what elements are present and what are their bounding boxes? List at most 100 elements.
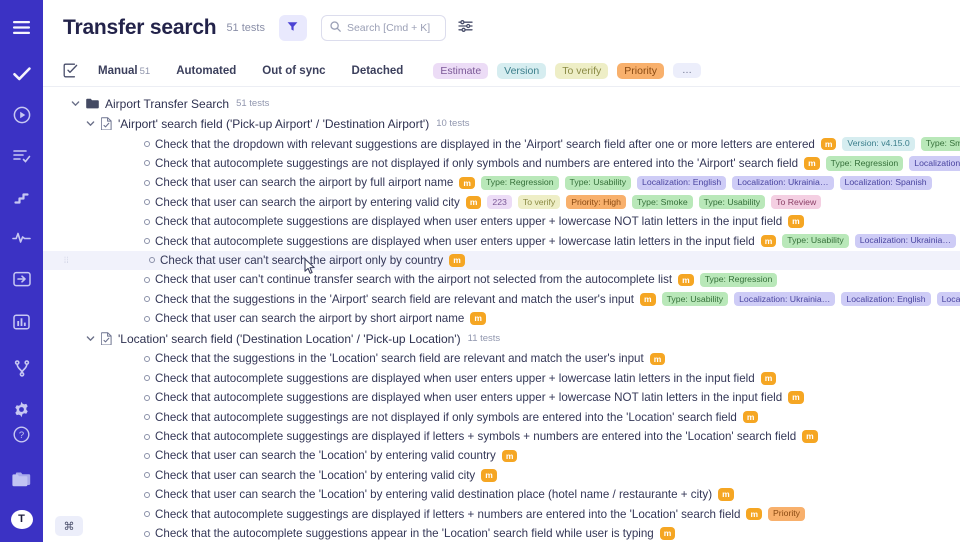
test-case-row[interactable]: Check that the suggestions in the 'Airpo… [43, 290, 960, 309]
main-area: Transfer search 51 tests Search [Cmd + K… [43, 0, 960, 542]
test-case-row[interactable]: Check that autocomplete suggestings are … [43, 504, 960, 523]
tag-badge: Priority: High [566, 195, 626, 210]
status-bullet [144, 296, 150, 303]
manual-badge: m [746, 507, 762, 521]
check-icon[interactable] [8, 62, 36, 87]
test-tree: Airport Transfer Search 51 tests 'Airport'… [43, 87, 960, 542]
test-case-row[interactable]: Check that autocomplete suggestings are … [43, 407, 960, 426]
tag-badge: Type: Usability [564, 175, 632, 191]
chip-estimate[interactable]: Estimate [433, 62, 489, 79]
play-circle-icon[interactable] [8, 103, 36, 128]
search-input[interactable]: Search [Cmd + K] [320, 14, 446, 41]
manual-badge: m [459, 176, 475, 190]
manual-badge: m [742, 410, 759, 424]
status-bullet [144, 276, 150, 283]
status-bullet [144, 530, 150, 537]
status-bullet [144, 472, 150, 479]
test-case-row[interactable]: Check that user can search the airport b… [43, 193, 960, 212]
tree-section-label: 'Location' search field ('Destination Lo… [118, 331, 461, 346]
tag-badge: Type: Smoke [920, 136, 960, 152]
test-case-row[interactable]: Check that the dropdown with relevant su… [43, 134, 960, 153]
top-bar: Transfer search 51 tests Search [Cmd + K… [43, 0, 960, 55]
tree-root-row[interactable]: Airport Transfer Search 51 tests [43, 94, 960, 113]
tag-badge: Type: Regression [699, 272, 778, 287]
manual-badge: m [481, 469, 497, 482]
test-case-row[interactable]: Check that user can search the airport b… [43, 309, 960, 328]
chevron-down-icon[interactable] [85, 118, 96, 129]
folder-icon[interactable] [8, 467, 36, 492]
tag-badge: Localization: English [637, 175, 727, 191]
chip-to-verify[interactable]: To verify [555, 62, 609, 79]
tag-badge: To verify [517, 195, 561, 210]
branch-icon[interactable] [8, 356, 36, 381]
tree-section-count: 11 tests [467, 333, 501, 345]
test-case-row[interactable]: Check that autocomplete suggestions are … [43, 388, 960, 407]
cmd-key-hint[interactable]: ⌘ [55, 516, 83, 536]
tab-automated[interactable]: Automated [176, 65, 236, 77]
test-case-row[interactable]: Check that user can search the airport b… [43, 173, 960, 192]
test-case-row[interactable]: Check that autocomplete suggestions are … [43, 369, 960, 388]
test-case-row[interactable]: Check that user can search the 'Location… [43, 466, 960, 485]
chevron-down-icon[interactable] [70, 98, 81, 109]
gear-icon[interactable] [8, 397, 36, 422]
manual-badge: m [788, 391, 804, 405]
tab-detached[interactable]: Detached [352, 65, 404, 77]
tab-detached-label: Detached [351, 64, 404, 77]
test-case-row[interactable]: ⦙⦙ Check that user can't search the airpo… [43, 250, 960, 271]
filter-button[interactable] [278, 14, 307, 41]
tree-root-count: 51 tests [236, 98, 270, 110]
file-check-icon [101, 332, 112, 346]
status-bullet [149, 257, 155, 264]
test-case-row[interactable]: Check that user can search the 'Location… [43, 485, 960, 504]
manual-badge: m [640, 292, 656, 306]
chevron-down-icon[interactable] [85, 333, 96, 344]
test-case-row[interactable]: Check that the autocomplete suggestions … [43, 524, 960, 542]
view-settings-button[interactable] [458, 19, 473, 36]
list-check-icon[interactable] [63, 63, 78, 78]
drag-handle-icon[interactable]: ⦙⦙ [64, 254, 70, 265]
test-case-row[interactable]: Check that the suggestions in the 'Locat… [43, 349, 960, 368]
test-case-label: Check that the suggestions in the 'Airpo… [155, 292, 635, 306]
tab-out-of-sync[interactable]: Out of sync [262, 65, 325, 77]
chip-version[interactable]: Version [497, 62, 547, 79]
test-case-label: Check that the dropdown with relevant su… [155, 137, 815, 151]
tag-badge: Type: Regression [480, 175, 559, 191]
plan-list-icon[interactable] [8, 144, 36, 169]
tag-badge: Type: Usability [782, 233, 849, 249]
menu-icon[interactable] [8, 15, 36, 40]
chip-priority[interactable]: Priority [617, 62, 664, 79]
test-case-row[interactable]: Check that autocomplete suggestions are … [43, 212, 960, 231]
test-case-label: Check that autocomplete suggestions are … [155, 234, 755, 248]
avatar[interactable]: T [10, 509, 33, 530]
tree-section-row[interactable]: 'Location' search field ('Destination Lo… [43, 328, 960, 349]
test-case-label: Check that user can search the airport b… [155, 195, 460, 209]
tag-badge: Localization: English [841, 292, 931, 307]
test-case-row[interactable]: Check that user can search the 'Location… [43, 446, 960, 465]
steps-icon[interactable] [8, 185, 36, 210]
test-case-label: Check that autocomplete suggestings are … [155, 507, 741, 521]
manual-badge: m [449, 254, 465, 267]
import-icon[interactable] [8, 266, 36, 291]
test-case-row[interactable]: Check that autocomplete suggestings are … [43, 154, 960, 173]
chart-icon[interactable] [8, 309, 36, 334]
status-bullet [144, 511, 150, 518]
left-rail: ? T [0, 0, 43, 542]
tree-section-label: 'Airport' search field ('Pick-up Airport… [118, 116, 430, 131]
test-case-label: Check that autocomplete suggestings are … [155, 410, 737, 424]
tree-section-row[interactable]: 'Airport' search field ('Pick-up Airport… [43, 113, 960, 134]
status-bullet [144, 141, 150, 148]
status-bullet [144, 179, 150, 186]
chips-more-button[interactable]: … [672, 63, 701, 78]
tab-manual[interactable]: Manual 51 [98, 65, 150, 77]
test-case-row[interactable]: Check that user can't continue transfer … [43, 270, 960, 289]
test-case-label: Check that user can search the 'Location… [155, 488, 713, 502]
help-icon[interactable]: ? [8, 422, 36, 447]
test-case-row[interactable]: Check that autocomplete suggestings are … [43, 427, 960, 446]
status-bullet [144, 160, 150, 167]
test-case-row[interactable]: Check that autocomplete suggestions are … [43, 231, 960, 250]
tag-badge: Type: Smoke [631, 195, 693, 210]
test-case-label: Check that the suggestions in the 'Locat… [155, 352, 644, 366]
test-case-label: Check that user can search the 'Location… [155, 468, 476, 482]
activity-icon[interactable] [8, 225, 36, 250]
status-bullet [144, 452, 150, 459]
